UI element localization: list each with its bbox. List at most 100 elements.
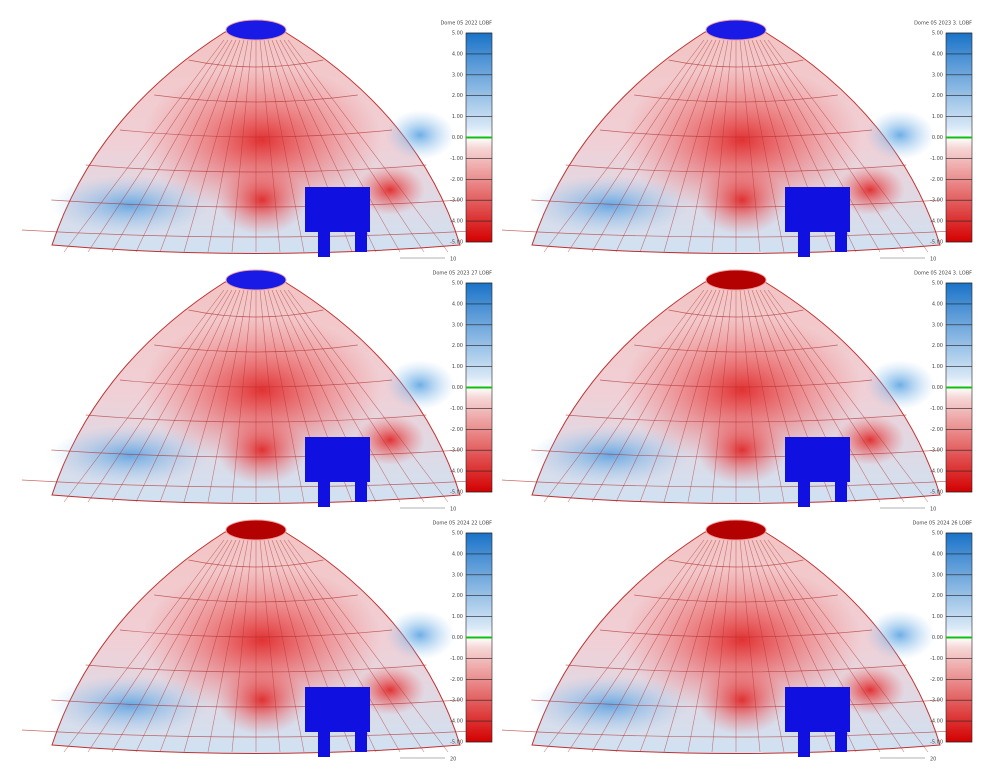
- grid-meridian: [111, 39, 233, 253]
- tick-label: 3.00: [932, 572, 943, 578]
- entrance: [318, 725, 330, 757]
- grid-meridian: [591, 289, 713, 503]
- tick-label: 5.00: [452, 31, 463, 37]
- colorbar-title: Dome 05 2022 LOBF: [440, 21, 492, 27]
- tick-label: -3.00: [450, 698, 463, 704]
- grid-meridian: [283, 39, 425, 253]
- tick-label: -3.00: [930, 448, 943, 454]
- grid-meridian: [763, 39, 905, 253]
- grid-meridian: [763, 539, 905, 753]
- deviation-low: [50, 675, 210, 735]
- grid-meridian: [259, 539, 281, 753]
- colorbar-title: Dome 05 2023 3. LOBF: [914, 21, 972, 27]
- panel: 20 Dome 05 2024 22 LOBF 5.00 4.00 3.00 2.00 1.…: [21, 519, 493, 763]
- grid-meridian: [159, 289, 241, 503]
- entrance: [835, 725, 847, 752]
- colorbar-title: Dome 05 2024 3. LOBF: [914, 271, 972, 277]
- grid-meridian: [567, 539, 709, 753]
- scale-label: 10: [450, 507, 456, 513]
- tick-label: -5.00: [450, 490, 463, 496]
- tick-label: 3.00: [932, 72, 943, 78]
- grid-meridian: [687, 539, 729, 753]
- grid-meridian: [663, 289, 725, 503]
- grid-meridian: [687, 39, 729, 253]
- deviation-high: [142, 65, 382, 215]
- scale-label: 10: [930, 507, 936, 513]
- tick-label: -2.00: [450, 177, 463, 183]
- tick-label: -5.00: [930, 740, 943, 746]
- dome-cap: [705, 519, 767, 541]
- grid-meridian: [63, 39, 225, 253]
- grid-meridian: [759, 289, 881, 503]
- tick-label: -2.00: [930, 427, 943, 433]
- tick-label: 5.00: [932, 31, 943, 37]
- panel: 10 Dome 05 2024 3. LOBF 5.00 4.00 3.00 2.00 1.…: [501, 269, 973, 513]
- deviation-low: [385, 360, 455, 410]
- tick-label: 2.00: [932, 593, 943, 599]
- entrance: [835, 475, 847, 502]
- grid-meridian: [767, 289, 929, 503]
- dome-cap: [705, 269, 767, 291]
- deviation-high: [355, 415, 425, 465]
- grid-meridian: [231, 539, 253, 753]
- deviation-low: [865, 110, 935, 160]
- scale-label: 10: [930, 257, 936, 263]
- tick-label: -4.00: [930, 719, 943, 725]
- grid-meridian: [87, 289, 229, 503]
- deviation-high: [217, 415, 307, 485]
- grid-meridian: [135, 289, 237, 503]
- grid-meridian: [543, 539, 705, 753]
- tick-label: 4.00: [932, 51, 943, 57]
- deviation-low: [385, 110, 455, 160]
- grid-meridian: [287, 39, 449, 253]
- deviation-low: [530, 675, 690, 735]
- grid-meridian: [263, 539, 305, 753]
- dome-cap: [225, 519, 287, 541]
- tick-label: 1.00: [932, 364, 943, 370]
- entrance: [785, 187, 850, 232]
- tick-label: 2.00: [452, 93, 463, 99]
- tick-label: -2.00: [450, 427, 463, 433]
- grid-meridian: [283, 289, 425, 503]
- tick-label: -2.00: [450, 677, 463, 683]
- deviation-high: [622, 315, 862, 465]
- grid-meridian: [231, 39, 253, 253]
- grid-meridian: [743, 539, 785, 753]
- tick-label: 3.00: [452, 322, 463, 328]
- panel: 10 Dome 05 2022 LOBF 5.00 4.00 3.00 2.00 1.00 0…: [21, 19, 493, 263]
- grid-meridian: [567, 39, 709, 253]
- grid-meridian: [743, 289, 785, 503]
- deviation-high: [217, 665, 307, 735]
- colorbar-title: Dome 05 2024 26 LOBF: [912, 521, 972, 527]
- tick-label: 0.00: [452, 385, 463, 391]
- tick-label: -4.00: [450, 219, 463, 225]
- deviation-low: [530, 175, 690, 235]
- entrance: [785, 687, 850, 732]
- panel: 20 Dome 05 2024 26 LOBF 5.00 4.00 3.00 2.00 1.…: [501, 519, 973, 763]
- deviation-low: [865, 610, 935, 660]
- grid-meridian: [615, 39, 717, 253]
- grid-meridian: [87, 539, 229, 753]
- tick-label: -4.00: [930, 469, 943, 475]
- deviation-high: [622, 65, 862, 215]
- grid-meridian: [663, 539, 725, 753]
- colorbar-title: Dome 05 2023 27 LOBF: [432, 271, 492, 277]
- tick-label: -2.00: [930, 177, 943, 183]
- grid-meridian: [135, 539, 237, 753]
- tick-label: 3.00: [452, 572, 463, 578]
- tick-label: -3.00: [930, 198, 943, 204]
- grid-meridian: [543, 39, 705, 253]
- grid-meridian: [767, 39, 929, 253]
- deviation-high: [142, 565, 382, 715]
- tick-label: 4.00: [932, 301, 943, 307]
- scale-label: 20: [930, 757, 936, 763]
- grid-meridian: [63, 539, 225, 753]
- tick-label: -3.00: [930, 698, 943, 704]
- tick-label: 4.00: [452, 51, 463, 57]
- dome-cap: [225, 269, 287, 291]
- grid-meridian: [639, 39, 721, 253]
- grid-meridian: [159, 539, 241, 753]
- tick-label: -1.00: [450, 656, 463, 662]
- tick-label: 5.00: [932, 281, 943, 287]
